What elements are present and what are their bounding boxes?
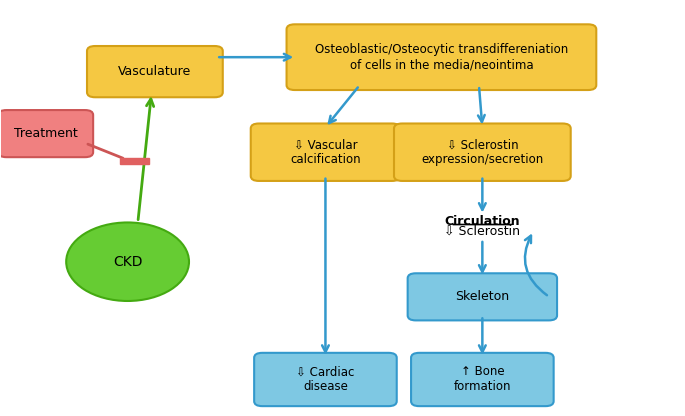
Text: ⇩ Sclerostin
expression/secretion: ⇩ Sclerostin expression/secretion [421, 138, 543, 166]
FancyBboxPatch shape [286, 24, 596, 90]
Text: Treatment: Treatment [14, 127, 77, 140]
FancyBboxPatch shape [0, 110, 93, 157]
Text: ⇩ Vascular
calcification: ⇩ Vascular calcification [290, 138, 361, 166]
FancyArrowPatch shape [525, 236, 547, 295]
Text: Osteoblastic/Osteocytic transdiffereniation
of cells in the media/neointima: Osteoblastic/Osteocytic transdiffereniat… [315, 43, 568, 71]
Text: ⇩ Sclerostin: ⇩ Sclerostin [445, 224, 521, 237]
Ellipse shape [66, 223, 189, 301]
Text: Skeleton: Skeleton [456, 290, 510, 303]
Text: CKD: CKD [113, 255, 142, 269]
Text: Circulation: Circulation [445, 215, 520, 228]
Text: ⇩ Cardiac
disease: ⇩ Cardiac disease [296, 366, 355, 394]
FancyBboxPatch shape [87, 46, 223, 97]
FancyBboxPatch shape [254, 353, 397, 406]
FancyBboxPatch shape [411, 353, 553, 406]
FancyBboxPatch shape [394, 124, 571, 181]
Text: Vasculature: Vasculature [119, 65, 192, 78]
Text: ↑ Bone
formation: ↑ Bone formation [453, 366, 511, 394]
FancyBboxPatch shape [120, 158, 149, 164]
FancyBboxPatch shape [408, 273, 557, 320]
FancyBboxPatch shape [251, 124, 400, 181]
